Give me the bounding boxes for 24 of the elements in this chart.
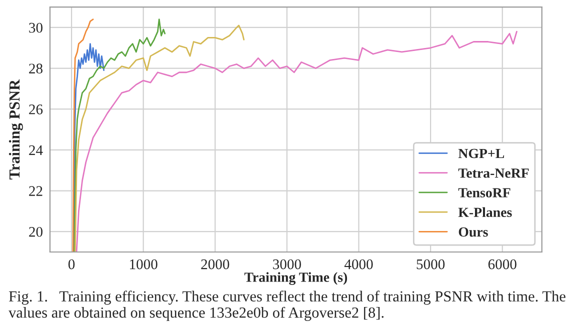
x-tick-label: 4000 — [344, 259, 373, 270]
y-tick-label: 20 — [29, 226, 42, 237]
y-tick-label: 24 — [29, 145, 43, 155]
x-tick-label: 6000 — [488, 259, 516, 270]
caption: Fig. 1. Training efficiency. These curves reflect the trend of training PSNR with time. The values are obtained on sequence 133e2e0b of Argoverse2 [8]. — [8, 290, 566, 321]
line-series — [74, 24, 245, 252]
legend-label: NGP+L — [458, 148, 504, 158]
y-tick-label: 26 — [29, 104, 43, 114]
x-axis-title: Training Time (s) — [244, 272, 348, 285]
x-tick-label: 0 — [68, 259, 75, 270]
legend-label: K-Planes — [458, 207, 512, 218]
y-tick-label: 30 — [29, 22, 42, 33]
legend-label: TensoRF — [458, 188, 510, 198]
legend-label: Tetra-NeRF — [458, 168, 529, 178]
y-axis-title: Training PSNR — [8, 79, 23, 180]
y-tick-label: 28 — [29, 64, 42, 74]
y-tick-label: 22 — [29, 186, 42, 196]
x-tick-label: 5000 — [416, 259, 445, 270]
line-series — [74, 18, 166, 252]
x-tick-label: 3000 — [273, 259, 301, 270]
x-tick-label: 2000 — [201, 259, 230, 270]
x-tick-label: 1000 — [130, 259, 158, 270]
legend-label: Ours — [458, 227, 488, 237]
line-series — [72, 18, 94, 252]
